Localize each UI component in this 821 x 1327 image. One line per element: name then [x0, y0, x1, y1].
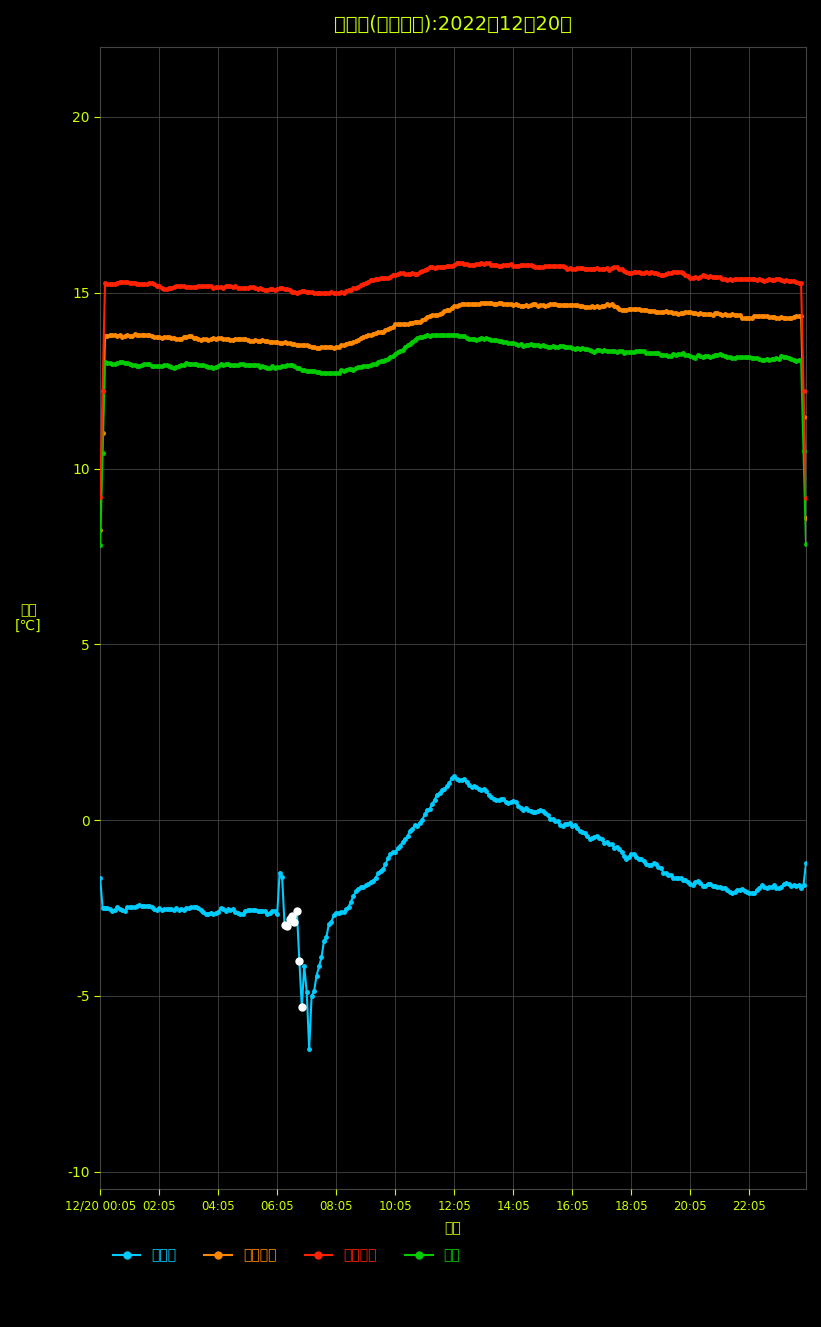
Point	[288, 912, 301, 933]
Point	[291, 901, 304, 922]
Point	[281, 916, 294, 937]
Y-axis label: 室温
[℃]: 室温 [℃]	[15, 602, 42, 633]
Title: 見学会(湿度管理):2022年12月20日: 見学会(湿度管理):2022年12月20日	[334, 15, 572, 35]
Point	[296, 997, 309, 1018]
Point	[286, 905, 299, 926]
Legend: 外気温, 調査場所, リビング, ２階: 外気温, 調査場所, リビング, ２階	[107, 1243, 466, 1269]
Point	[283, 908, 296, 929]
Point	[293, 950, 306, 971]
X-axis label: 日時: 日時	[445, 1221, 461, 1235]
Point	[278, 914, 291, 936]
